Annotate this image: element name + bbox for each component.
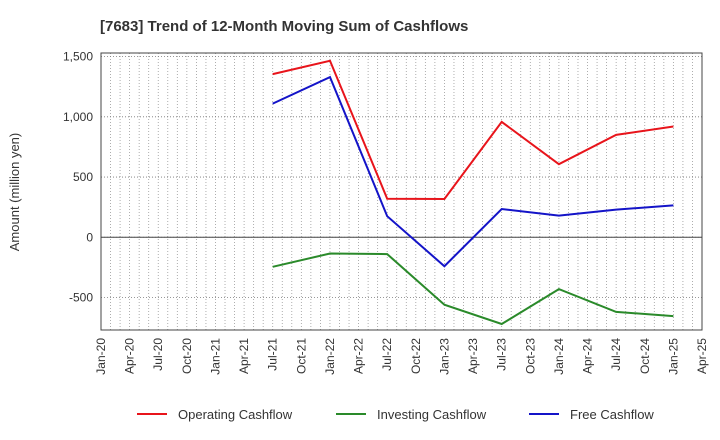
x-tick-label: Jul-24 <box>609 338 623 371</box>
x-tick-label: Oct-24 <box>638 338 652 374</box>
y-tick-labels: 1,500 1,000 500 0 -500 <box>63 50 93 305</box>
x-tick-label: Jul-21 <box>266 338 280 371</box>
x-tick-label: Apr-25 <box>695 338 709 374</box>
y-tick-label: -500 <box>69 290 93 304</box>
free-cashflow-line <box>272 75 674 268</box>
x-tick-label: Oct-21 <box>294 338 308 374</box>
x-tick-label: Jan-24 <box>552 338 566 375</box>
operating-cashflow-line <box>272 59 674 201</box>
x-tick-label: Jan-22 <box>323 338 337 375</box>
x-tick-label: Oct-20 <box>180 338 194 374</box>
x-tick-labels: Jan-20 Apr-20 Jul-20 Oct-20 Jan-21 Apr-21 Jul-… <box>94 338 709 375</box>
investing-cashflow-legend-label: Investing Cashflow <box>377 407 487 422</box>
x-tick-label: Jan-23 <box>437 338 451 375</box>
series-lines <box>272 59 674 326</box>
x-tick-label: Jan-21 <box>208 338 222 375</box>
legend: Operating Cashflow Investing Cashflow Free… <box>137 407 654 422</box>
y-axis-title: Amount (million yen) <box>7 133 22 252</box>
x-tick-label: Jan-25 <box>666 338 680 375</box>
x-tick-label: Jul-20 <box>151 338 165 371</box>
y-tick-label: 0 <box>86 230 93 244</box>
plot-border <box>100 52 703 331</box>
x-tick-label: Apr-22 <box>352 338 366 374</box>
y-tick-label: 1,500 <box>63 50 93 64</box>
x-tick-label: Apr-21 <box>237 338 251 374</box>
x-tick-label: Jul-23 <box>495 338 509 371</box>
x-tick-label: Apr-24 <box>581 338 595 374</box>
grid-lines <box>100 53 703 330</box>
x-tick-label: Oct-22 <box>409 338 423 374</box>
free-cashflow-legend-label: Free Cashflow <box>570 407 654 422</box>
x-tick-label: Oct-23 <box>523 338 537 374</box>
y-tick-label: 1,000 <box>63 110 93 124</box>
x-tick-label: Jan-20 <box>94 338 108 375</box>
plot-area <box>100 52 703 331</box>
y-tick-label: 500 <box>73 170 93 184</box>
investing-cashflow-line <box>272 252 674 326</box>
x-tick-label: Apr-20 <box>123 338 137 374</box>
x-tick-label: Jul-22 <box>380 338 394 371</box>
operating-cashflow-legend-label: Operating Cashflow <box>178 407 293 422</box>
chart-title: [7683] Trend of 12-Month Moving Sum of C… <box>100 18 468 35</box>
x-tick-label: Apr-23 <box>466 338 480 374</box>
